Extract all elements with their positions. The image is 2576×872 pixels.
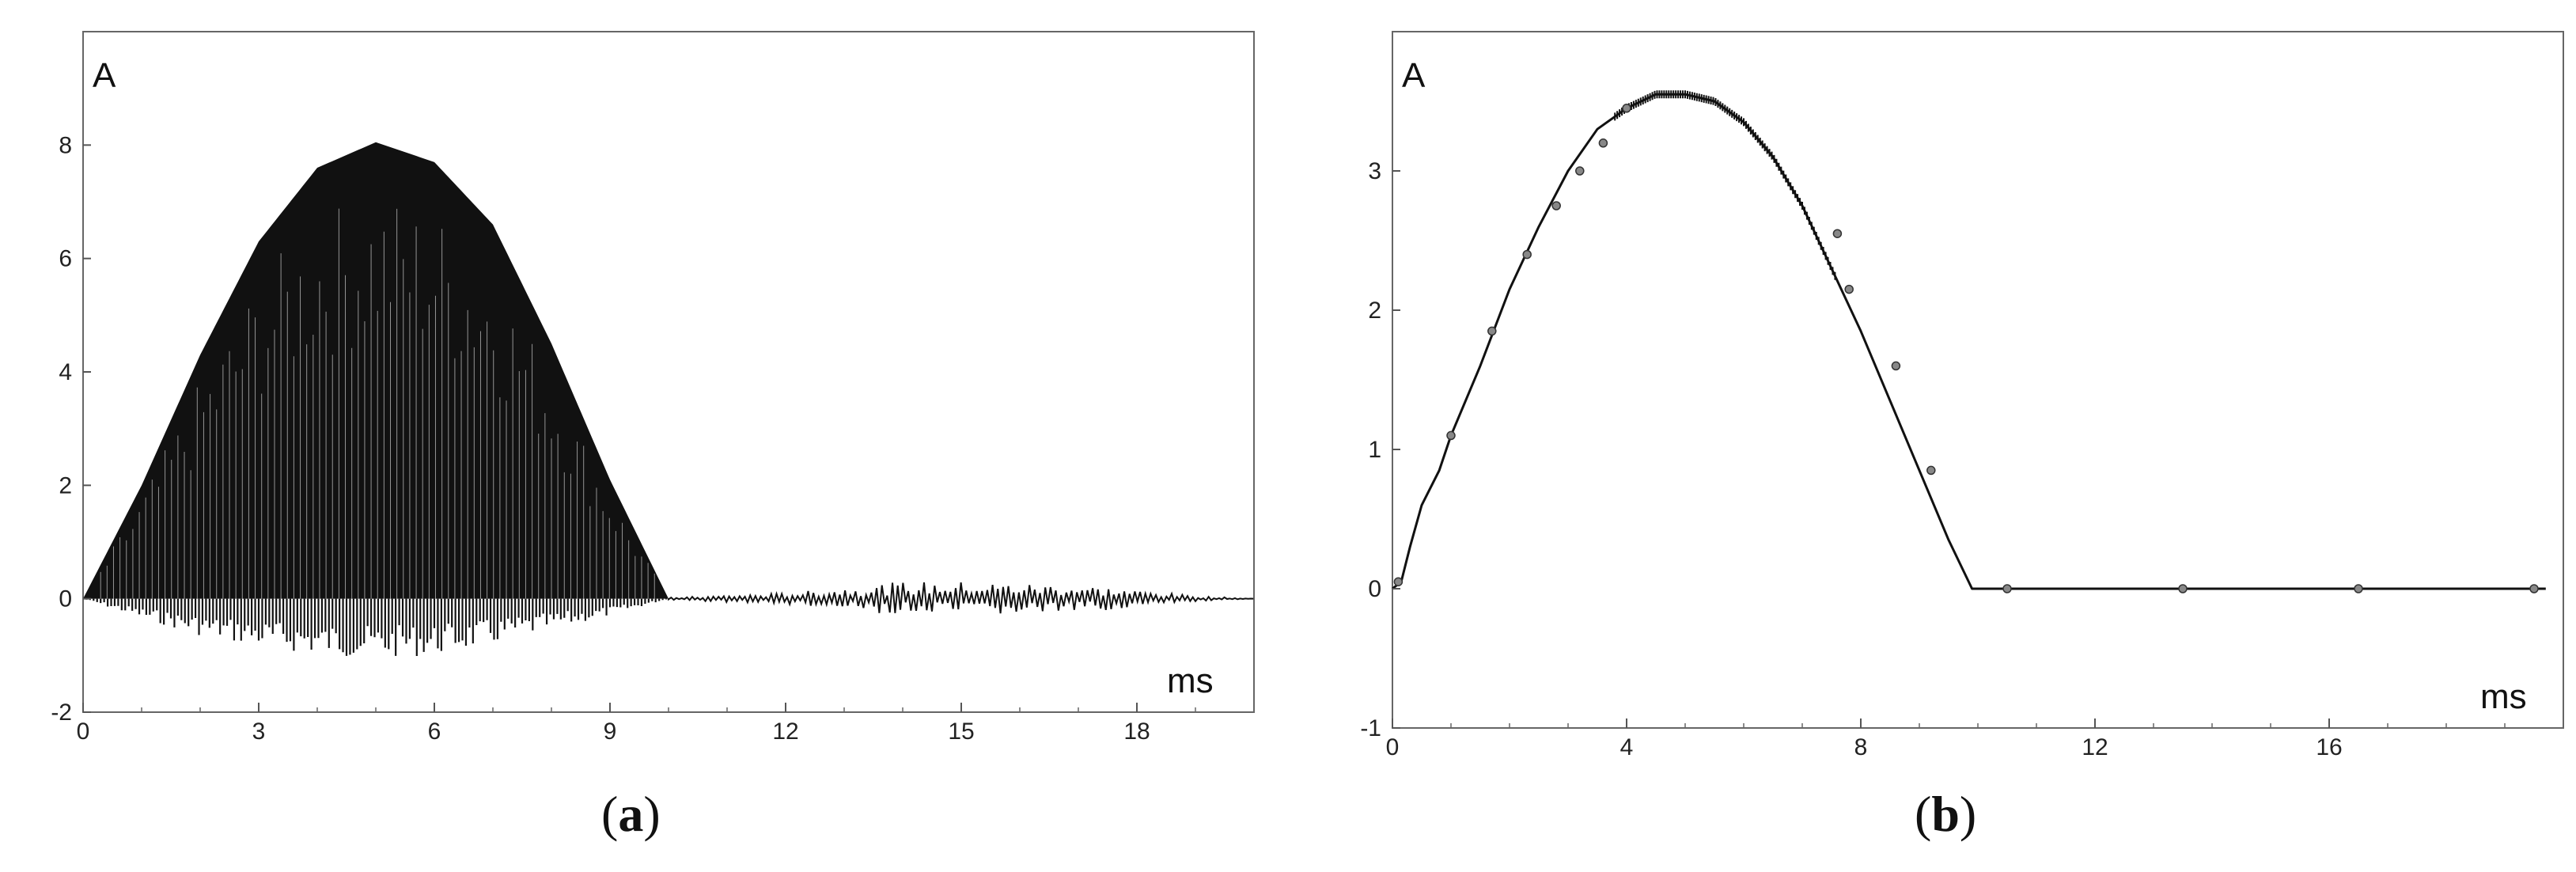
panel-a-y-tick-label: 4 [59,359,72,385]
panel-b-marker [1844,284,1854,294]
panel-a-signal-tail [668,582,1254,614]
panel-b-x-tick-label: 8 [1854,734,1868,760]
panel-a-y-tick-label: -2 [51,699,72,726]
panel-a-x-tick-label: 9 [604,718,617,745]
panel-a-x-tick-label: 6 [428,718,441,745]
panel-b-y-tick-label: 2 [1368,298,1381,324]
panel-a-y-tick-label: 2 [59,472,72,499]
panel-b-x-axis-title: ms [2480,677,2527,716]
panel-b-x-tick-label: 0 [1386,734,1400,760]
panel-a-signal-texture [100,208,655,599]
panel-b-marker [2178,584,2188,593]
panel-b-x-tick-label: 16 [2316,734,2342,760]
panel-a-x-ticks: 0 3 6 9 12 15 18 [77,703,1255,745]
panel-b-y-axis-title: A [1402,56,1426,95]
panel-b-marks [1392,90,2546,593]
panel-a-x-tick-label: 0 [77,718,90,745]
panel-a-signal-spikes [85,598,668,657]
panel-b-y-tick-label: 0 [1368,576,1381,602]
panel-b-marker [1575,166,1585,176]
panel-b-series-band [1614,90,1836,280]
panel-b-marker [1522,249,1532,260]
panel-b-frame [1392,31,2564,729]
panel-a-y-tick-label: 6 [59,246,72,272]
panel-b-marker [1446,430,1456,441]
panel-b-marker [1832,229,1843,238]
panel-a-marks [83,142,1254,657]
panel-b-y-tick-label: 1 [1368,437,1381,463]
panel-a-y-ticks: -2 0 2 4 6 8 [51,132,91,726]
panel-b-marker [1551,201,1561,210]
panel-a-caption: (a) [601,786,661,842]
panel-b-marker [1622,104,1631,113]
panel-b-caption: (b) [1915,786,1976,842]
panel-a-x-tick-label: 3 [252,718,266,745]
panel-b-y-tick-label: -1 [1360,715,1381,741]
panel-a-letter: a [618,786,643,842]
panel-b-marker [1393,577,1404,586]
panel-b-x-ticks: 0 4 8 12 16 [1386,718,2564,760]
panel-b-marker [1926,465,1936,476]
panel-b-x-tick-label: 4 [1620,734,1634,760]
panel-a-y-axis-title: A [93,56,116,95]
panel-b-marker [2529,584,2539,593]
panel-a-x-tick-label: 15 [948,718,974,745]
panel-b-marker [2002,584,2012,593]
panel-a-x-axis-title: ms [1167,662,1214,700]
panel-a-signal-body [83,142,669,599]
panel-b-marker [1891,361,1901,371]
panel-a-y-tick-label: 8 [59,132,72,158]
panel-b-y-ticks: -1 0 1 2 3 [1360,158,1400,741]
panel-b-marker [1487,326,1497,336]
panel-a-y-tick-label: 0 [59,586,72,612]
panel-b-series-line [1392,93,2546,590]
panel-b-marker [1598,138,1608,148]
panel-b-marker [2354,584,2363,593]
panel-b-letter: b [1931,786,1960,842]
panel-b-x-tick-label: 12 [2082,734,2108,760]
panel-a-x-tick-label: 18 [1123,718,1150,745]
panel-b-y-tick-label: 3 [1368,158,1381,184]
panel-a-x-tick-label: 12 [772,718,798,745]
